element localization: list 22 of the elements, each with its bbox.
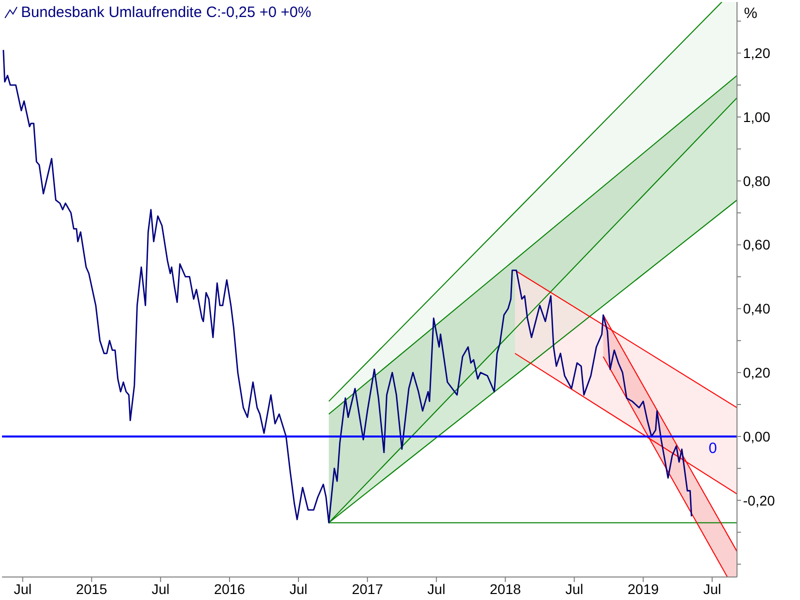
- x-tick-label: Jul: [565, 580, 584, 597]
- y-tick-label: 0,20: [743, 364, 770, 381]
- x-tick-label: Jul: [703, 580, 722, 597]
- ref-line-label: 0: [708, 440, 717, 458]
- y-axis-title: %: [744, 5, 758, 22]
- y-tick-label: -0,20: [743, 492, 776, 508]
- x-tick-label: Jul: [152, 580, 170, 597]
- x-tick-label: 2015: [76, 580, 108, 597]
- x-tick-label: 2019: [628, 580, 660, 597]
- chart-title: Bundesbank Umlaufrendite C:-0,25 +0 +0%: [21, 4, 312, 21]
- x-tick-label: Jul: [14, 580, 32, 597]
- y-tick-label: 0,40: [743, 300, 770, 317]
- y-tick-label: 1,20: [743, 45, 770, 62]
- x-tick-label: 2016: [214, 580, 246, 597]
- x-tick-label: Jul: [427, 580, 446, 597]
- y-tick-label: 1,00: [743, 108, 770, 125]
- x-tick-label: 2017: [352, 580, 384, 597]
- x-tick-label: Jul: [290, 580, 308, 597]
- y-tick-label: 0,00: [743, 428, 770, 444]
- y-tick-label: 0,60: [743, 236, 770, 253]
- x-tick-label: 2018: [490, 580, 522, 597]
- y-tick-label: 0,80: [743, 172, 770, 189]
